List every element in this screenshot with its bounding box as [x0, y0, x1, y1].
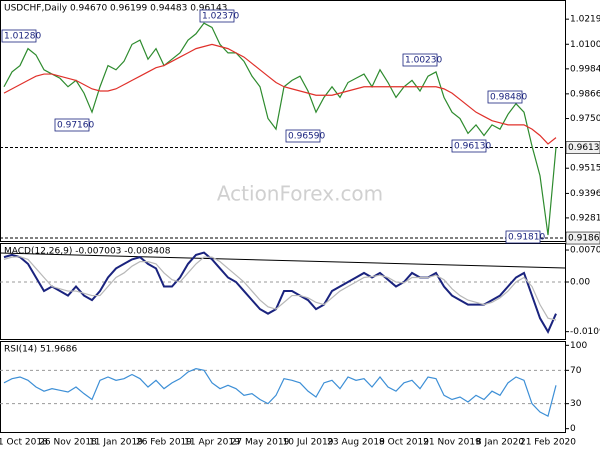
y-tick-label: 70 [570, 366, 582, 376]
y-tick-label: 0.99845 [570, 64, 600, 74]
annotation: 1.01280 [4, 32, 41, 42]
price-title: USDCHF,Daily 0.94670 0.96199 0.94483 0.9… [4, 4, 227, 14]
annotation-box [402, 53, 438, 67]
trendline [0, 252, 566, 269]
price-marker-box [565, 231, 600, 245]
x-tick-label: 8 Oct 2019 [379, 438, 429, 448]
annotation: 0.91810 [508, 233, 545, 243]
x-tick-label: 26 Feb 2019 [136, 438, 192, 448]
y-tick-label: 0.95155 [570, 164, 600, 174]
x-tick-label: 10 Jul 2019 [283, 438, 334, 448]
annotation: 0.98480 [490, 93, 527, 103]
x-tick-label: 8 Jan 2020 [476, 438, 524, 448]
y-tick-label: 0 [570, 424, 576, 434]
series-line [3, 43, 557, 145]
annotation: 0.96130 [454, 142, 491, 152]
series-line [3, 22, 557, 236]
y-tick-label: 1.02190 [570, 15, 600, 25]
price-marker-box [565, 141, 600, 154]
x-tick-label: 21 Feb 2020 [520, 438, 576, 448]
rsi-title: RSI(14) 51.9686 [4, 345, 77, 355]
annotation-box [199, 9, 235, 23]
watermark: ActionForex.com [217, 182, 383, 206]
x-tick-label: 26 Nov 2018 [39, 438, 97, 448]
price-panel [0, 0, 566, 242]
annotation: 0.96590 [288, 132, 325, 142]
y-tick-label: 0.93965 [570, 189, 600, 199]
y-tick-label: 30 [570, 399, 582, 409]
y-tick-label: 0.98665 [570, 89, 600, 99]
macd-title: MACD(12,26,9) -0.007003 -0.008408 [4, 247, 171, 257]
y-tick-label: -0.010975 [570, 327, 600, 337]
rsi-panel [0, 341, 566, 433]
y-tick-label: 1.01005 [570, 40, 600, 50]
y-tick-label: 0.00 [570, 278, 590, 288]
annotation-box [1, 29, 37, 43]
series-line [3, 368, 557, 418]
annotation: 0.97160 [57, 121, 94, 131]
x-tick-label: 11 Jan 2019 [89, 438, 143, 448]
x-tick-label: 27 May 2019 [231, 438, 290, 448]
annotation-box [487, 90, 523, 104]
annotation: 1.00230 [405, 56, 442, 66]
annotation-box [451, 139, 487, 153]
x-tick-label: 23 Aug 2019 [327, 438, 385, 448]
annotation-box [505, 230, 541, 244]
series-line [3, 256, 557, 321]
annotation-box [54, 118, 90, 132]
annotation-box [285, 129, 321, 143]
y-tick-label: 100 [570, 341, 587, 351]
x-tick-label: 11 Oct 2018 [0, 438, 48, 448]
x-tick-label: 21 Nov 2019 [423, 438, 481, 448]
macd-panel [0, 243, 566, 340]
x-tick-label: 11 Apr 2019 [184, 438, 240, 448]
annotation: 1.02370 [202, 12, 239, 22]
y-tick-label: 0.007066 [570, 246, 600, 256]
price-marker-label: 0.96130 [568, 143, 600, 153]
